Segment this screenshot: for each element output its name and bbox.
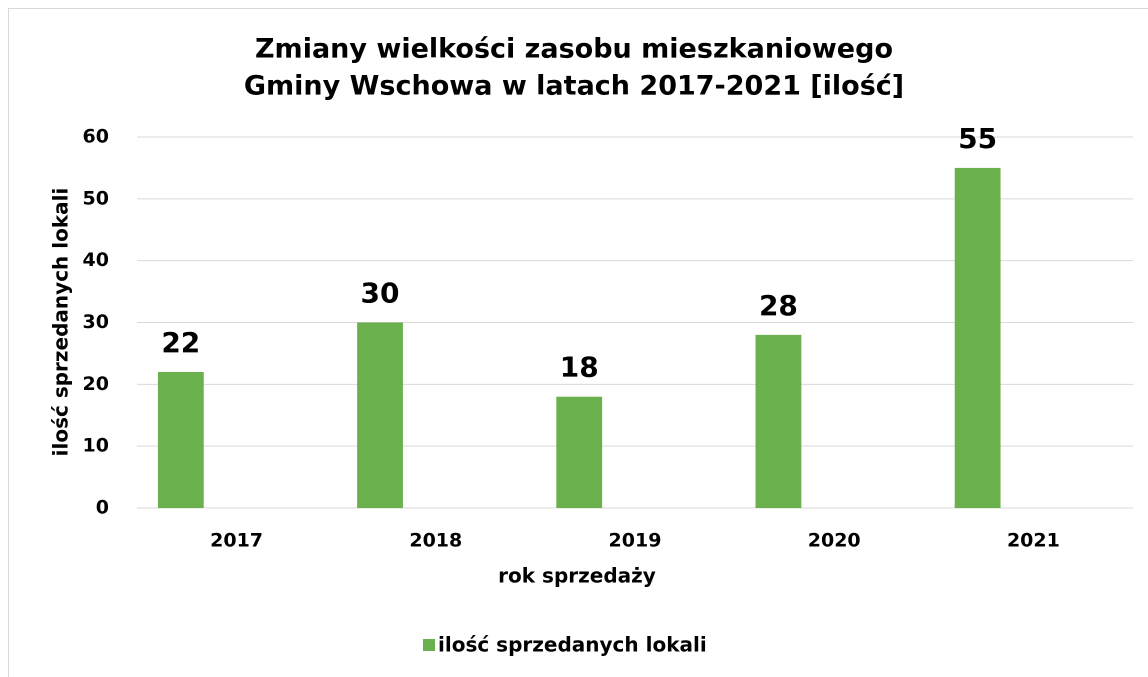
data-label: 28 xyxy=(759,289,798,322)
x-tick-label: 2018 xyxy=(409,530,462,552)
data-label: 22 xyxy=(161,326,200,359)
chart-title: Zmiany wielkości zasobu mieszkaniowego xyxy=(255,34,893,65)
legend-swatch xyxy=(423,639,435,651)
y-axis-title: ilość sprzedanych lokali xyxy=(49,188,73,457)
x-axis-title: rok sprzedaży xyxy=(498,564,656,588)
bar xyxy=(954,167,1001,508)
data-label: 18 xyxy=(560,351,599,384)
y-tick-label: 20 xyxy=(83,373,109,395)
x-tick-label: 2019 xyxy=(609,530,662,552)
bar xyxy=(357,322,403,508)
y-tick-label: 30 xyxy=(83,311,109,333)
x-tick-label: 2020 xyxy=(808,530,861,552)
chart-title: Gminy Wschowa w latach 2017-2021 [ilość] xyxy=(244,71,904,102)
x-tick-label: 2017 xyxy=(210,530,263,552)
data-label: 30 xyxy=(361,277,400,310)
x-tick-label: 2021 xyxy=(1007,530,1060,552)
y-tick-label: 10 xyxy=(83,435,109,457)
y-tick-label: 60 xyxy=(83,126,109,148)
y-tick-label: 0 xyxy=(96,497,109,519)
data-label: 55 xyxy=(958,122,997,155)
y-tick-label: 50 xyxy=(83,187,109,209)
bar xyxy=(556,396,603,508)
legend-label: ilość sprzedanych lokali xyxy=(438,633,707,657)
y-tick-label: 40 xyxy=(83,249,109,271)
bar xyxy=(157,371,204,508)
bar xyxy=(755,334,802,508)
